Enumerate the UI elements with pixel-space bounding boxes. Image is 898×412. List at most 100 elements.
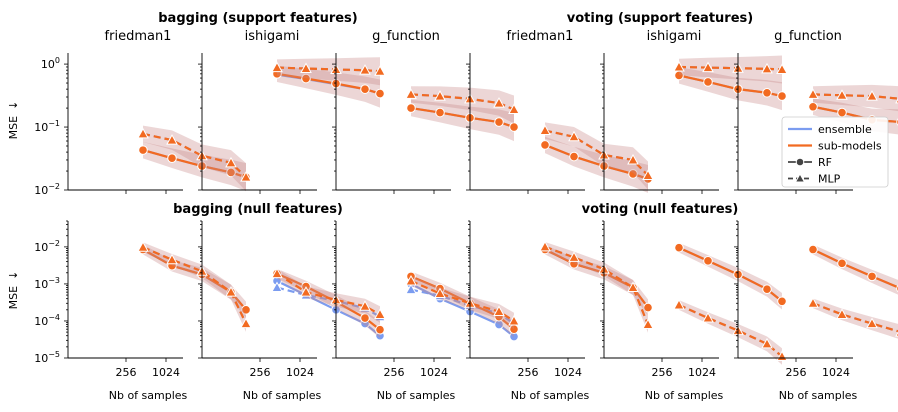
- panel: [600, 53, 788, 194]
- data-point: [359, 64, 371, 75]
- y-tick-exponent: −5: [48, 350, 60, 359]
- panel: 256 1024 Nb of samples: [734, 220, 898, 402]
- data-point: [374, 65, 386, 76]
- data-point: [836, 308, 848, 319]
- confidence-band: [679, 300, 782, 365]
- data-point: [643, 302, 653, 313]
- data-point: [405, 274, 417, 286]
- group-title: bagging (support features): [158, 11, 357, 26]
- x-tick-label: 1024: [822, 366, 850, 379]
- panel-title: g_function: [774, 29, 842, 44]
- x-tick-label: 256: [518, 366, 539, 379]
- data-point: [568, 251, 580, 262]
- data-point: [167, 153, 177, 163]
- data-point: [166, 253, 178, 265]
- group-title: bagging (null features): [173, 202, 343, 217]
- panel: 256 1024 Nb of samples: [466, 220, 654, 402]
- group-title: voting (null features): [582, 202, 739, 217]
- data-point: [776, 63, 788, 75]
- x-tick-label: 256: [116, 366, 137, 379]
- panel-title: ishigami: [245, 29, 300, 44]
- y-tick-base: 10: [34, 121, 48, 134]
- confidence-band: [143, 141, 246, 192]
- data-point: [138, 145, 148, 155]
- x-axis-label: Nb of samples: [377, 389, 456, 402]
- y-tick-label: 100: [41, 56, 60, 71]
- data-point: [673, 60, 685, 72]
- y-tick-exponent: −3: [48, 276, 60, 285]
- x-axis-label: Nb of samples: [511, 389, 590, 402]
- panel-title: friedman1: [105, 29, 172, 44]
- data-point: [405, 283, 417, 295]
- y-tick-exponent: −2: [48, 182, 60, 191]
- confidence-band: [277, 57, 380, 86]
- series-line: [142, 246, 247, 325]
- data-point: [703, 77, 713, 87]
- data-point: [673, 298, 685, 310]
- data-point: [836, 89, 848, 100]
- data-point: [508, 314, 520, 326]
- data-point: [241, 305, 251, 315]
- legend-label: MLP: [818, 173, 841, 186]
- legend-label: RF: [818, 156, 832, 169]
- data-point: [300, 286, 312, 297]
- data-point: [360, 313, 370, 323]
- legend-frame: [781, 116, 889, 188]
- data-point: [137, 127, 149, 139]
- data-point: [225, 156, 237, 168]
- data-point: [540, 140, 550, 150]
- data-point: [434, 287, 446, 299]
- data-point: [702, 312, 714, 323]
- legend-marker: [795, 157, 805, 167]
- data-point: [405, 88, 417, 99]
- series-line: [276, 272, 381, 316]
- data-point: [406, 103, 416, 113]
- y-tick-base: 10: [34, 184, 48, 197]
- data-point: [539, 240, 551, 252]
- y-tick-label: 10−4: [34, 313, 60, 328]
- data-point: [166, 134, 178, 145]
- y-axis-label-text: MSE: [7, 116, 20, 139]
- y-tick-base: 10: [34, 315, 48, 328]
- legend: ensemble sub-models RF MLP: [781, 116, 889, 188]
- y-axis-label: MSE ↓: [7, 271, 20, 310]
- data-point: [569, 151, 579, 162]
- data-point: [271, 267, 283, 279]
- y-tick-base: 10: [34, 278, 48, 291]
- y-tick-exponent: −4: [48, 313, 60, 322]
- data-point: [494, 117, 504, 127]
- data-point: [301, 73, 311, 84]
- y-tick-base: 10: [41, 58, 55, 71]
- y-tick-label: 10−1: [34, 119, 60, 134]
- series-line: [544, 129, 649, 177]
- data-point: [777, 296, 787, 307]
- confidence-band: [813, 298, 898, 339]
- data-point: [703, 256, 713, 266]
- y-tick-base: 10: [34, 241, 48, 254]
- y-tick-exponent: 0: [55, 56, 60, 65]
- data-point: [807, 297, 819, 308]
- data-point: [374, 308, 386, 319]
- data-point: [240, 317, 252, 329]
- x-tick-label: 1024: [286, 366, 314, 379]
- data-point: [493, 305, 505, 317]
- data-point: [271, 61, 283, 73]
- y-axis-label-text: MSE: [7, 286, 20, 309]
- data-point: [837, 107, 847, 118]
- x-tick-label: 256: [652, 366, 673, 379]
- data-point: [777, 91, 787, 101]
- data-point: [674, 242, 684, 253]
- x-tick-label: 1024: [420, 366, 448, 379]
- panel: 256 1024 Nb of samples: [198, 220, 386, 402]
- y-tick-base: 10: [34, 352, 48, 365]
- data-point: [807, 88, 819, 99]
- y-axis-label: MSE ↓: [7, 101, 20, 140]
- data-point: [867, 271, 877, 282]
- confidence-band: [813, 244, 898, 295]
- confidence-band: [411, 276, 514, 330]
- series-line: [142, 132, 247, 178]
- y-tick-label: 10−3: [34, 276, 60, 291]
